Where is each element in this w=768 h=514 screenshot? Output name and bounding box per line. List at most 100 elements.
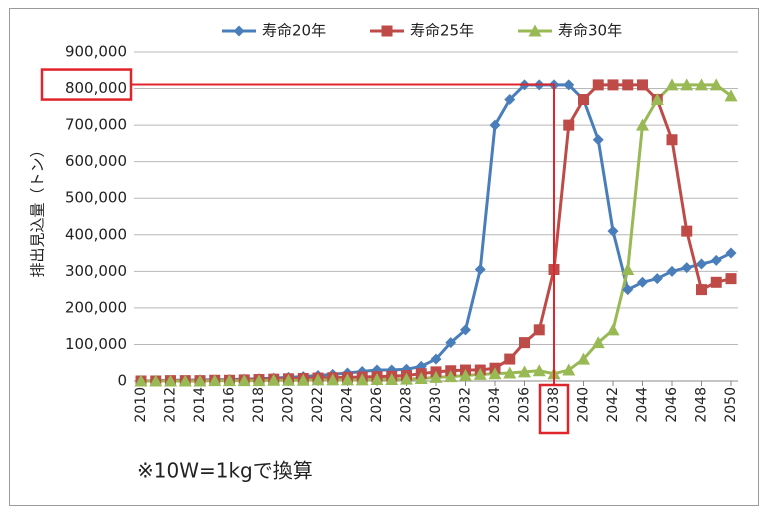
- marker: [681, 225, 693, 237]
- marker: [489, 119, 501, 131]
- marker: [606, 323, 620, 336]
- marker: [637, 276, 648, 288]
- marker: [355, 373, 369, 386]
- marker: [504, 94, 516, 106]
- x-tick-label: 2024: [340, 387, 356, 423]
- marker: [528, 24, 542, 37]
- y-tick-label: 0: [117, 372, 127, 390]
- marker: [563, 119, 575, 131]
- marker: [607, 79, 619, 91]
- y-tick-label: 200,000: [65, 298, 127, 316]
- marker: [311, 373, 325, 386]
- y-tick-label: 500,000: [65, 189, 127, 207]
- y-tick-label: 300,000: [65, 262, 127, 280]
- marker: [607, 225, 619, 237]
- y-tick-label: 700,000: [65, 116, 127, 134]
- marker: [563, 79, 575, 91]
- frame: [9, 8, 759, 506]
- marker: [193, 374, 207, 387]
- marker: [223, 374, 236, 387]
- x-tick-label: 2016: [222, 387, 238, 423]
- marker: [622, 284, 634, 296]
- marker: [237, 374, 251, 387]
- marker: [370, 373, 384, 386]
- marker: [429, 370, 443, 383]
- marker: [710, 276, 722, 288]
- marker: [622, 79, 634, 91]
- marker: [710, 254, 722, 266]
- x-tick-label: 2018: [251, 387, 267, 423]
- marker: [414, 371, 428, 384]
- x-tick-label: 2010: [133, 387, 149, 423]
- legend-label: 寿命30年: [558, 22, 622, 40]
- x-tick-label: 2020: [281, 387, 297, 423]
- marker: [444, 370, 458, 383]
- x-tick-label: 2030: [428, 387, 444, 423]
- marker: [149, 374, 163, 387]
- marker: [504, 353, 516, 365]
- marker: [695, 78, 708, 91]
- marker: [233, 25, 245, 37]
- x-tick-label: 2032: [458, 387, 474, 423]
- marker: [621, 263, 635, 276]
- marker: [400, 372, 413, 385]
- y-tick-label: 600,000: [65, 152, 127, 170]
- marker: [473, 367, 487, 380]
- x-tick-label: 2026: [369, 387, 385, 423]
- marker: [725, 273, 737, 285]
- legend-label: 寿命20年: [262, 22, 326, 40]
- marker: [267, 373, 281, 386]
- marker: [680, 78, 694, 91]
- marker: [488, 367, 502, 380]
- marker: [296, 373, 310, 386]
- x-tick-label: 2050: [723, 387, 739, 423]
- marker: [591, 336, 605, 349]
- x-tick-label: 2040: [576, 387, 592, 423]
- marker: [134, 374, 148, 387]
- marker: [164, 374, 177, 387]
- marker: [696, 284, 707, 296]
- marker: [696, 258, 707, 270]
- marker: [460, 324, 471, 336]
- legend-label: 寿命25年: [410, 22, 474, 40]
- marker: [503, 366, 517, 379]
- x-tick-label: 2046: [664, 387, 680, 423]
- marker: [578, 94, 589, 106]
- marker: [681, 262, 693, 274]
- x-tick-label: 2042: [605, 387, 621, 423]
- x-tick-label: 2038: [546, 387, 562, 423]
- x-tick-label: 2022: [310, 387, 326, 423]
- marker: [725, 247, 737, 259]
- marker: [665, 78, 679, 91]
- marker: [326, 373, 340, 386]
- y-tick-label: 800,000: [65, 79, 127, 97]
- marker: [636, 118, 649, 131]
- x-tick-label: 2036: [517, 387, 533, 423]
- marker: [381, 25, 393, 37]
- marker: [208, 374, 222, 387]
- marker: [650, 93, 664, 106]
- marker: [459, 369, 472, 382]
- marker: [445, 337, 457, 349]
- marker: [519, 337, 530, 349]
- marker: [651, 273, 663, 285]
- y-axis-label: 排出見込量（トン）: [29, 142, 47, 277]
- y-tick-label: 100,000: [65, 335, 127, 353]
- marker: [474, 264, 486, 276]
- marker: [178, 374, 192, 387]
- note: ※10W=1kgで換算: [137, 459, 313, 483]
- marker: [252, 374, 266, 387]
- marker: [637, 79, 648, 91]
- y-tick-label: 400,000: [65, 225, 127, 243]
- marker: [562, 363, 576, 376]
- x-tick-label: 2012: [163, 387, 179, 423]
- marker: [724, 89, 738, 102]
- y-tick-label: 900,000: [65, 43, 127, 61]
- marker: [532, 364, 546, 377]
- marker: [518, 365, 531, 378]
- x-tick-label: 2044: [635, 387, 651, 423]
- marker: [592, 134, 604, 146]
- marker: [533, 324, 545, 336]
